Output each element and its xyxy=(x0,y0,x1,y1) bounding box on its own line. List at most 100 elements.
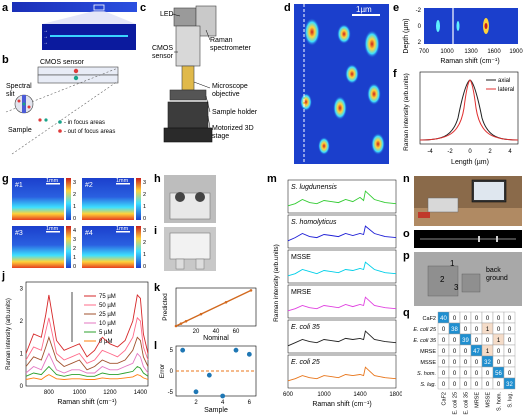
instrument-stage xyxy=(167,101,209,129)
q-cell-value: 0 xyxy=(475,327,479,333)
colorbar-tick: 3 xyxy=(73,237,76,243)
spectral-slit-label: Spectral slit xyxy=(6,83,32,98)
panel-e-xtick: 700 xyxy=(419,49,430,55)
instrument-objective xyxy=(181,65,195,91)
colorbar-tick: 4 xyxy=(73,228,76,234)
m-panel-frame xyxy=(287,284,397,319)
label-cmos-sensor: CMOS sensor xyxy=(152,45,174,60)
q-cell-value: 0 xyxy=(442,338,446,344)
svg-text:→: → xyxy=(43,28,48,34)
panel-e-plot: Depth (µm) -2 0 2 700 1000 1300 1600 190… xyxy=(403,8,523,65)
instrument-spectrometer xyxy=(195,5,217,37)
j-ytick: 1 xyxy=(20,352,24,358)
q-col-label: S. lug. xyxy=(508,392,514,408)
label-raman-spectrometer: Raman spectrometer xyxy=(210,37,252,52)
j-series-line xyxy=(25,352,149,374)
bacterium-spot xyxy=(367,83,381,105)
q-col-label: CaF2 xyxy=(442,392,448,405)
panel-p-image: 1 2 3 back ground xyxy=(414,252,522,306)
tile-3: #3 1mm 4 3 2 1 0 xyxy=(12,226,76,270)
m-series-line xyxy=(287,225,397,242)
m-series-line xyxy=(287,190,397,207)
panel-d-map: 1µm xyxy=(294,4,389,164)
q-cell-value: 0 xyxy=(508,316,512,322)
l-xtick: 2 xyxy=(194,400,198,406)
panel-e-ytick: -2 xyxy=(416,8,422,14)
j-legend-label: 5 µM xyxy=(99,330,112,336)
q-cell-value: 39 xyxy=(462,338,469,344)
bacterium-spot xyxy=(337,24,351,44)
l-point xyxy=(193,389,199,395)
m-series-label: MSSE xyxy=(291,254,311,261)
j-legend-label: 50 µM xyxy=(99,303,116,309)
tile-4: #4 1mm 3 2 1 0 xyxy=(82,226,146,270)
colorbar xyxy=(136,178,141,220)
l-xlabel: Sample xyxy=(204,407,228,414)
l-ytick: 5 xyxy=(170,348,174,354)
panel-e-dashed xyxy=(452,8,454,44)
m-xtick: 1800 xyxy=(389,392,402,398)
panel-o-image xyxy=(414,230,522,248)
panel-a-strip xyxy=(12,2,137,12)
panel-p-label-3: 3 xyxy=(454,283,459,292)
panel-e-xlabel: Raman shift (cm⁻¹) xyxy=(440,58,499,65)
q-cell-value: 0 xyxy=(442,382,446,388)
colorbar-tick: 0 xyxy=(73,264,76,270)
colorbar xyxy=(66,226,71,268)
j-series-line xyxy=(25,374,149,380)
q-cell-value: 40 xyxy=(440,316,447,322)
bacterium-spot xyxy=(333,96,347,120)
panel-h-photo xyxy=(164,175,216,223)
m-series-label: E. coli 35 xyxy=(291,324,320,331)
bacterium-spot xyxy=(364,30,380,58)
q-cell-value: 0 xyxy=(464,360,468,366)
k-xtick: 40 xyxy=(213,329,220,335)
label-objective: Microscope objective xyxy=(212,83,248,98)
j-xtick: 1200 xyxy=(103,390,117,396)
m-series-label: MRSE xyxy=(291,289,312,296)
l-xtick: 6 xyxy=(248,400,252,406)
q-cell-value: 0 xyxy=(453,349,457,355)
q-cell-value: 47 xyxy=(473,349,480,355)
svg-text:→: → xyxy=(43,34,48,40)
l-point xyxy=(233,347,239,353)
panel-e-ylabel: Depth (µm) xyxy=(403,18,410,53)
m-panel-frame xyxy=(287,179,397,214)
panel-g-grid: #1 1mm 3 2 1 0 #2 1mm 3 2 1 0 #3 1mm 4 xyxy=(12,178,152,270)
q-cell-value: 0 xyxy=(453,360,457,366)
panel-e-band xyxy=(456,21,460,31)
tile-2: #2 1mm 3 2 1 0 xyxy=(82,178,146,222)
panel-f-xtick: 4 xyxy=(508,149,512,155)
panel-letter-d: d xyxy=(284,2,291,14)
q-cell-value: 0 xyxy=(464,349,468,355)
cmos-dot-green xyxy=(73,75,79,81)
l-point xyxy=(246,351,252,357)
m-series-line xyxy=(287,261,397,277)
q-cell-value: 0 xyxy=(508,349,512,355)
m-series-label: S. homolyticus xyxy=(291,219,337,226)
colorbar-tick: 3 xyxy=(73,180,76,186)
q-col-label: E. coli 35 xyxy=(464,392,470,415)
q-cell-value: 1 xyxy=(486,349,490,355)
k-axes xyxy=(175,287,257,327)
q-cell-value: 1 xyxy=(486,327,490,333)
panel-letter-f: f xyxy=(393,68,397,80)
tile-scalebar xyxy=(46,231,60,233)
panel-b-diagram: CMOS sensor Spectral slit Sample - in foc… xyxy=(5,59,119,155)
m-xtick: 1400 xyxy=(353,392,367,398)
panel-m-chart: S. lugdunensis S. homolyticus MSSE MRSE E. c… xyxy=(273,179,402,408)
cmos-sensor-box-lower xyxy=(37,74,119,84)
q-cell-value: 0 xyxy=(475,382,479,388)
q-cell-value: 0 xyxy=(475,316,479,322)
instrument-top xyxy=(173,7,197,27)
sample-dot-red xyxy=(38,118,42,122)
m-series-line xyxy=(287,296,397,312)
colorbar-tick: 0 xyxy=(73,216,76,222)
l-ytick: 0 xyxy=(170,369,174,375)
panel-letter-i: i xyxy=(154,225,158,237)
q-cell-value: 38 xyxy=(451,327,458,333)
panel-g-heatmaps: #1 1mm 3 2 1 0 #2 1mm 3 2 1 0 #3 1mm 4 xyxy=(12,178,146,270)
legend-in-dot xyxy=(58,120,62,124)
panel-letter-c: c xyxy=(140,2,147,14)
tile-scalebar-label: 1mm xyxy=(46,178,59,184)
